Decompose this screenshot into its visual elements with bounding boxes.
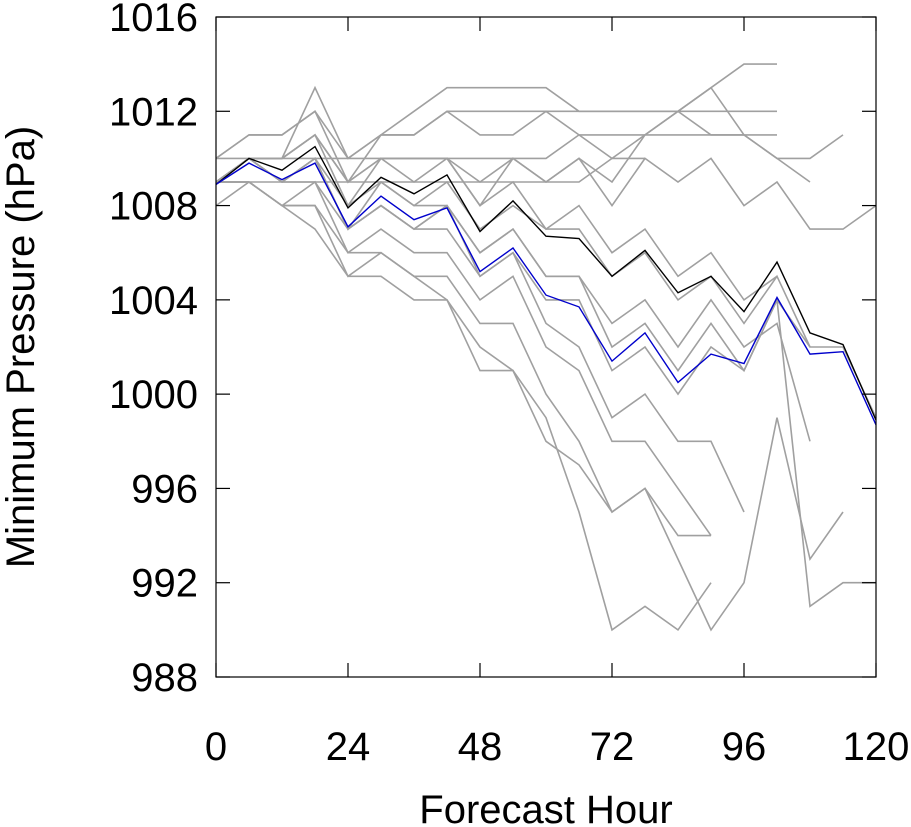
plot-frame [215,16,877,678]
series-line-1 [215,162,877,426]
series-line-16 [216,181,844,632]
series-line-5 [215,110,777,184]
x-tick-label: 72 [590,725,635,769]
y-tick-label: 1008 [109,185,198,229]
series-line-0 [215,145,877,421]
series-line-18 [215,157,811,442]
y-tick-label: 992 [131,562,198,606]
series-line-10 [215,133,778,302]
y-tick-label: 996 [131,467,198,511]
series-line-9 [215,157,877,419]
x-tick-label: 24 [326,725,371,769]
series-line-15 [215,181,712,632]
tick-layer: 0 24 48 72 96 120 988 992 996 1000 1004 1008 1012 101… [109,0,909,769]
y-tick-label: 1004 [109,279,198,323]
y-axis-title: Minimum Pressure (hPa) [0,126,43,568]
x-axis-title: Forecast Hour [419,788,672,827]
x-tick-label: 48 [458,725,503,769]
x-tick-label: 120 [843,725,910,769]
x-tick-label: 96 [722,725,767,769]
y-tick-label: 988 [131,656,198,700]
series-line-3 [215,63,777,183]
series-line-17 [215,157,876,608]
series-line-13 [216,180,712,537]
x-tick-label: 0 [205,725,227,769]
y-tick-label: 1016 [109,0,198,40]
y-tick-label: 1000 [109,373,198,417]
series-layer [215,63,877,632]
series-line-12 [215,157,745,513]
y-tick-label: 1012 [109,90,198,134]
